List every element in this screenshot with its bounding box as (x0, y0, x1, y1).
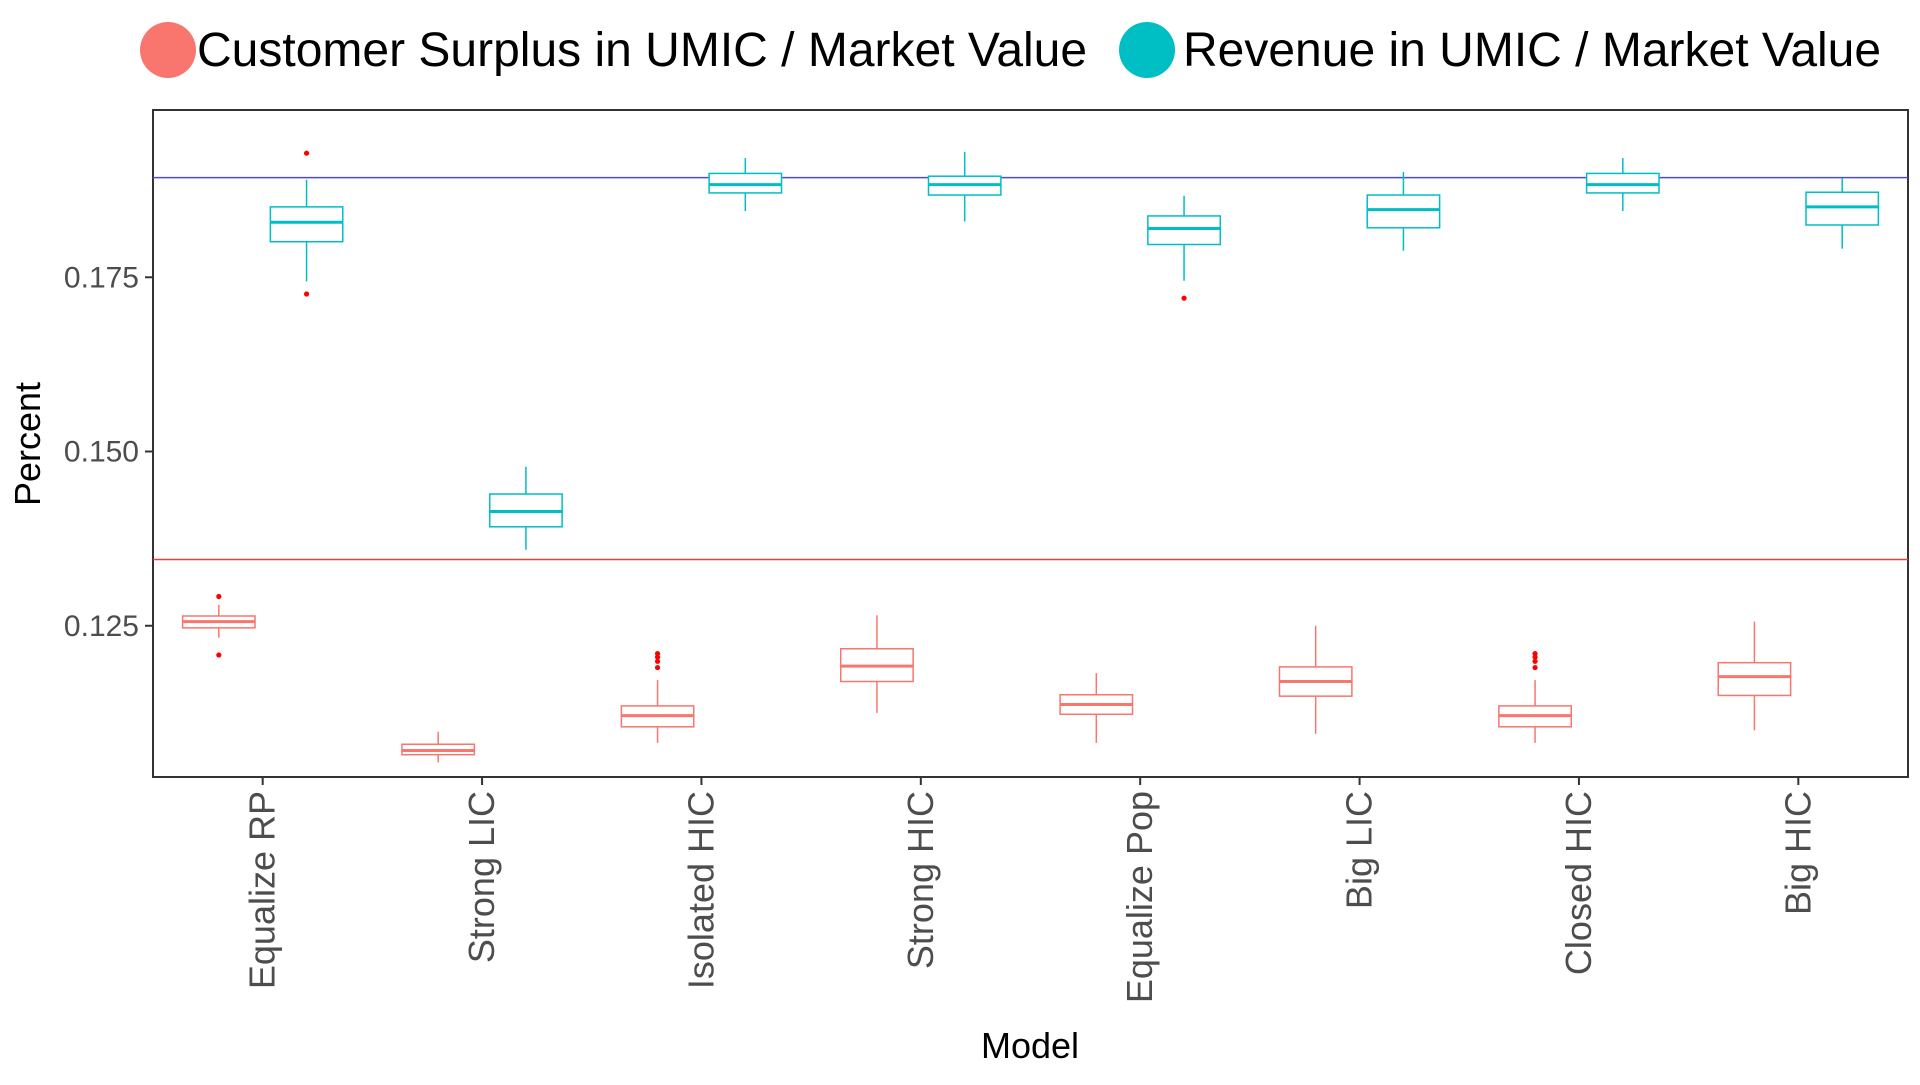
box-iqr (1717, 661, 1792, 697)
outlier-point (216, 652, 222, 658)
box-0-5 (1278, 625, 1353, 734)
box-1-0 (269, 150, 344, 297)
x-tick-label: Big LIC (1339, 791, 1380, 909)
x-axis-title: Model (981, 1025, 1079, 1066)
box-1-5 (1366, 172, 1441, 251)
legend-key-revenue (1119, 22, 1175, 78)
x-tick-label: Equalize Pop (1119, 791, 1160, 1003)
legend-label-revenue: Revenue in UMIC / Market Value (1183, 24, 1881, 77)
box-iqr (1805, 191, 1880, 226)
y-tick-label: 0.175 (64, 261, 139, 294)
y-axis: 0.125 0.150 0.175 (64, 261, 153, 643)
reference-lines (153, 176, 1908, 561)
x-tick-label: Equalize RP (242, 791, 283, 989)
plot-panel-border (152, 109, 1909, 778)
box-0-2 (620, 651, 695, 743)
x-tick-label: Big HIC (1777, 791, 1818, 915)
x-axis: Equalize RP Strong LIC Isolated HIC Strong … (242, 777, 1818, 1003)
box-1-7 (1805, 178, 1880, 249)
box-iqr (1366, 194, 1441, 229)
legend-key-customer-surplus (140, 22, 196, 78)
box-0-6 (1498, 651, 1573, 743)
outlier-point (654, 664, 661, 671)
boxplots (181, 150, 1880, 763)
box-1-2 (708, 158, 783, 212)
outlier-point (303, 291, 310, 297)
box-0-1 (401, 731, 476, 763)
outlier-point (654, 651, 661, 657)
box-0-7 (1717, 621, 1792, 731)
y-tick-label: 0.150 (64, 436, 139, 469)
box-1-1 (488, 466, 563, 550)
outlier-point (1532, 658, 1538, 664)
outlier-point (1181, 295, 1187, 301)
box-1-4 (1147, 195, 1222, 301)
legend-label-customer-surplus: Customer Surplus in UMIC / Market Value (197, 24, 1087, 77)
x-tick-label: Isolated HIC (680, 791, 721, 989)
box-iqr (1147, 215, 1222, 246)
outlier-point (216, 593, 222, 600)
y-tick-label: 0.125 (64, 610, 139, 643)
box-iqr (269, 206, 344, 243)
box-1-3 (927, 151, 1002, 222)
box-1-6 (1585, 158, 1660, 212)
box-0-4 (1059, 673, 1134, 743)
outlier-point (303, 150, 310, 156)
x-tick-label: Closed HIC (1558, 791, 1599, 975)
y-axis-title: Percent (7, 382, 48, 506)
outlier-point (654, 658, 661, 664)
box-0-3 (839, 615, 914, 713)
x-tick-label: Strong LIC (461, 791, 502, 963)
legend: Customer Surplus in UMIC / Market Value … (140, 22, 1881, 78)
x-tick-label: Strong HIC (900, 791, 941, 969)
outlier-point (1532, 651, 1538, 657)
outlier-point (1532, 664, 1538, 671)
box-0-0 (181, 593, 256, 658)
